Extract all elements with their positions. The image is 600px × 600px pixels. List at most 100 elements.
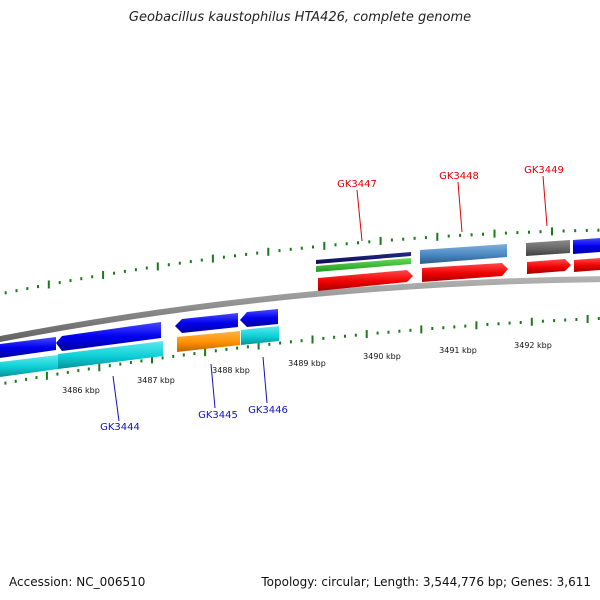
- outer-tick-minor: [58, 281, 61, 285]
- outer-tick-major: [551, 227, 553, 236]
- gene-label-gk3446: GK3446: [248, 405, 288, 416]
- inner-tick-major: [45, 371, 48, 380]
- gene-label-gk3447: GK3447: [337, 179, 377, 190]
- outer-tick-minor: [597, 228, 600, 232]
- inner-tick-minor: [376, 331, 379, 335]
- feature-navy: [316, 252, 411, 264]
- scale-label-3491: 3491 kbp: [439, 346, 477, 355]
- outer-tick-minor: [234, 254, 236, 258]
- outer-tick-minor: [402, 237, 405, 241]
- feature-green: [316, 258, 411, 272]
- gene-label-gk3449: GK3449: [524, 165, 564, 176]
- feature-gk3448-red: [422, 263, 508, 282]
- reverse-label-lines: [112, 356, 268, 422]
- scale-label-3492: 3492 kbp: [514, 341, 552, 350]
- inner-tick-major: [204, 348, 207, 357]
- inner-tick-minor: [398, 329, 401, 333]
- outer-tick-minor: [413, 236, 416, 240]
- inner-tick-major: [420, 325, 423, 334]
- scale-label-3487: 3487 kbp: [137, 376, 175, 385]
- outer-tick-minor: [424, 236, 427, 240]
- feature-gk3444-cyan: [58, 341, 163, 369]
- forward-label-lines: [356, 175, 548, 242]
- outer-tick-minor: [37, 285, 39, 289]
- inner-tick-major: [311, 335, 314, 344]
- outer-tick-minor: [539, 230, 542, 234]
- inner-tick-minor: [87, 367, 90, 371]
- feature-gk3449-red: [527, 259, 571, 274]
- feature-gk3449-gray: [526, 240, 570, 256]
- scale-label-3486: 3486 kbp: [62, 386, 100, 395]
- inner-tick-major: [530, 317, 533, 326]
- outer-tick-minor: [178, 261, 181, 265]
- inner-tick-minor: [77, 369, 80, 373]
- reverse-features: [0, 309, 279, 377]
- page-title: Geobacillus kaustophilus HTA426, complet…: [128, 10, 472, 25]
- inner-tick-minor: [541, 319, 544, 323]
- feature-blue-left: [0, 337, 56, 358]
- inner-tick-minor: [486, 323, 489, 326]
- outer-tick-minor: [562, 229, 565, 233]
- inner-tick-major: [151, 355, 153, 364]
- outer-tick-minor: [312, 245, 314, 249]
- outer-tick-minor: [368, 240, 371, 244]
- outer-tick-minor: [123, 269, 126, 273]
- inner-tick-minor: [497, 322, 500, 326]
- inner-tick-minor: [4, 381, 7, 385]
- inner-tick-minor: [289, 340, 292, 344]
- outer-tick-major: [436, 232, 439, 241]
- inner-tick-minor: [442, 326, 445, 330]
- scale-label-3489: 3489 kbp: [288, 359, 326, 368]
- inner-tick-minor: [519, 321, 522, 324]
- outer-tick-minor: [574, 229, 577, 233]
- outer-tick-minor: [470, 233, 473, 237]
- inner-tick-minor: [453, 325, 456, 329]
- inner-tick-minor: [236, 346, 239, 350]
- inner-tick-minor: [322, 336, 325, 340]
- inner-tick-minor: [553, 319, 556, 323]
- outer-tick-major: [47, 280, 50, 289]
- inner-tick-major: [475, 321, 478, 330]
- outer-tick-minor: [26, 287, 29, 291]
- outer-tick-major: [211, 254, 214, 263]
- outer-tick-minor: [528, 230, 530, 234]
- outer-tick-minor: [357, 241, 359, 245]
- inner-tick-minor: [354, 333, 357, 337]
- inner-tick-minor: [140, 359, 143, 363]
- accession-label: Accession: NC_006510: [9, 575, 146, 589]
- inner-tick-minor: [161, 356, 164, 360]
- feature-gk3446-cyan: [241, 326, 279, 345]
- outer-tick-major: [379, 236, 382, 245]
- outer-tick-minor: [390, 238, 393, 242]
- inner-tick-minor: [268, 342, 271, 346]
- inner-tick-minor: [66, 370, 69, 374]
- outer-tick-minor: [289, 247, 292, 251]
- reverse-gene-labels: GK3444 GK3445 GK3446: [100, 405, 288, 433]
- inner-tick-minor: [108, 364, 111, 368]
- feature-gk3448-steel: [420, 244, 507, 264]
- outer-tick-minor: [113, 271, 115, 275]
- inner-tick-minor: [14, 379, 17, 383]
- outer-tick-minor: [256, 251, 259, 255]
- inner-tick-minor: [333, 335, 336, 339]
- inner-tick-minor: [172, 354, 175, 358]
- outer-tick-major: [102, 271, 105, 279]
- inner-tick-minor: [409, 328, 412, 332]
- outer-tick-minor: [482, 232, 484, 236]
- outer-tick-major: [267, 247, 270, 256]
- inner-tick-minor: [35, 376, 38, 380]
- inner-tick-minor: [25, 377, 28, 381]
- inner-tick-minor: [56, 372, 59, 376]
- outer-tick-major: [156, 262, 159, 271]
- outer-tick-minor: [69, 279, 72, 283]
- feature-red-right: [574, 258, 600, 272]
- gene-label-gk3445: GK3445: [198, 410, 238, 421]
- outer-tick-minor: [15, 289, 18, 293]
- inner-tick-minor: [214, 349, 217, 353]
- inner-tick-major: [257, 341, 260, 350]
- outer-tick-minor: [300, 246, 303, 250]
- inner-tick-minor: [575, 318, 578, 321]
- outer-tick-minor: [245, 252, 248, 256]
- outer-tick-minor: [200, 258, 203, 262]
